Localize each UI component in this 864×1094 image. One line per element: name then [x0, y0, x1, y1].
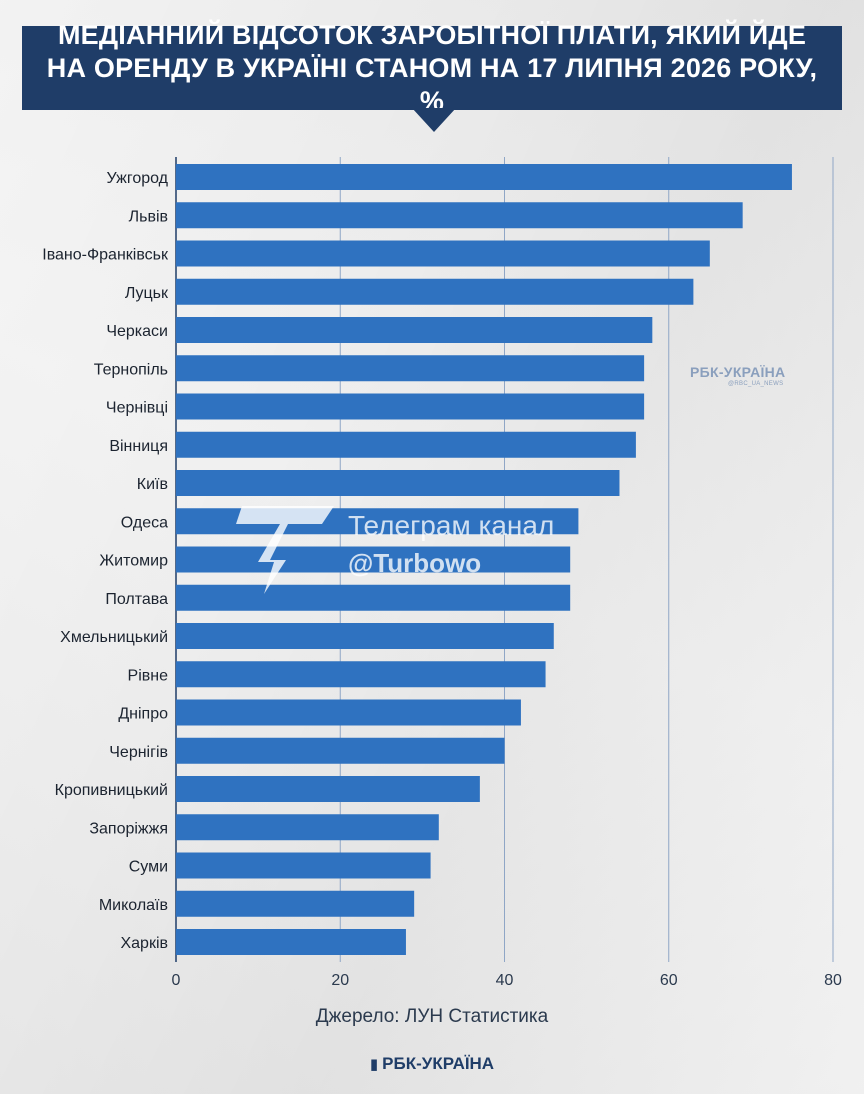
category-label: Полтава: [105, 591, 168, 608]
bar: [176, 317, 653, 343]
bar: [176, 431, 636, 458]
title-pointer: [412, 108, 456, 132]
x-tick-label: 0: [172, 972, 181, 989]
rbk-watermark-label: РБК-УКРАЇНА: [690, 364, 786, 380]
bar: [176, 661, 546, 688]
rbk-watermark: РБК-УКРАЇНА @RBC_UA_NEWS: [690, 364, 785, 387]
category-label: Хмельницький: [60, 629, 168, 646]
bar: [176, 546, 571, 573]
bars: [176, 164, 792, 955]
category-label: Ужгород: [107, 170, 169, 187]
telegram-watermark-line1: Телеграм канал: [348, 510, 555, 541]
x-tick-label: 20: [331, 972, 349, 989]
category-label: Кропивницький: [55, 782, 168, 799]
category-label: Тернопіль: [94, 361, 168, 378]
brand-name: РБК-УКРАЇНА: [382, 1054, 495, 1073]
bar: [176, 278, 694, 305]
bar: [176, 470, 620, 496]
bar: [176, 737, 505, 764]
bar: [176, 814, 439, 841]
lightning-logo-icon: [236, 506, 334, 594]
bar: [176, 240, 710, 267]
bar: [176, 699, 521, 726]
category-label: Миколаїв: [99, 897, 168, 914]
bar: [176, 852, 431, 879]
bar: [176, 890, 415, 917]
telegram-watermark: Телеграм канал @Turbowo: [236, 500, 554, 601]
category-label: Рівне: [128, 667, 169, 684]
x-tick-labels: 0 20 40 60 80: [172, 972, 842, 989]
category-label: Дніпро: [118, 706, 168, 723]
bar: [176, 202, 743, 229]
category-label: Суми: [129, 859, 168, 876]
bar: [176, 584, 571, 611]
bar-chart: Ужгород Львів Івано-Франківськ Луцьк Черкаси…: [42, 157, 842, 989]
category-label: Вінниця: [109, 438, 168, 455]
category-label: Чернівці: [106, 400, 168, 417]
x-tick-label: 80: [824, 972, 842, 989]
telegram-watermark-line2: @Turbowo: [348, 548, 482, 578]
category-label: Житомир: [99, 553, 168, 570]
category-label: Луцьк: [125, 285, 169, 302]
bar: [176, 623, 554, 649]
category-label: Черкаси: [106, 323, 168, 340]
category-label: Одеса: [121, 514, 168, 531]
bar: [176, 355, 645, 382]
category-label: Харків: [120, 935, 168, 952]
chart-title: МЕДІАННИЙ ВІДСОТОК ЗАРОБІТНОЇ ПЛАТИ, ЯКИ…: [46, 19, 818, 116]
x-tick-label: 60: [660, 972, 678, 989]
bar: [176, 929, 406, 955]
rbk-logo-icon: ▮: [369, 1056, 379, 1073]
category-label: Київ: [137, 476, 168, 493]
category-label: Запоріжжя: [89, 820, 168, 837]
category-labels: Ужгород Львів Івано-Франківськ Луцьк Черкаси…: [42, 170, 169, 952]
bar: [176, 393, 645, 420]
category-label: Івано-Франківськ: [42, 247, 169, 264]
title-banner: МЕДІАННИЙ ВІДСОТОК ЗАРОБІТНОЇ ПЛАТИ, ЯКИ…: [22, 20, 842, 116]
x-tick-label: 40: [496, 972, 514, 989]
category-label: Чернігів: [109, 744, 168, 761]
bar: [176, 164, 792, 190]
rbk-watermark-handle: @RBC_UA_NEWS: [728, 381, 784, 387]
brand-logo: ▮ РБК-УКРАЇНА: [0, 1054, 864, 1074]
category-label: Львів: [129, 208, 168, 225]
bar: [176, 776, 480, 802]
source-note: Джерело: ЛУН Статистика: [315, 1006, 549, 1027]
